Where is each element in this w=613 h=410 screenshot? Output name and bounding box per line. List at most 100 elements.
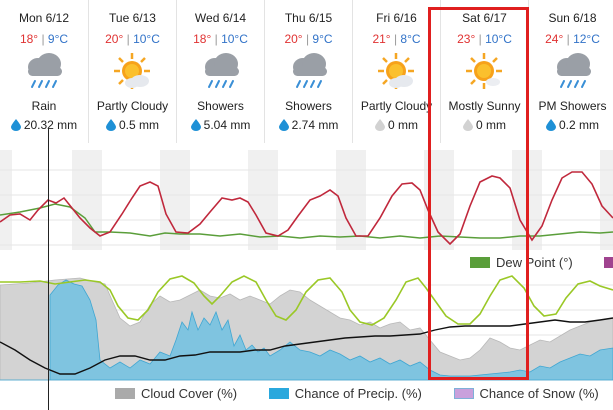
legend-label-dew-point: Dew Point (°) bbox=[496, 255, 573, 270]
day-column[interactable]: Wed 6/14 18° | 10°C Showers 5.04 mm bbox=[176, 0, 264, 143]
legend-label-cloud-cover: Cloud Cover (%) bbox=[141, 386, 238, 401]
precip-value: 0.2 mm bbox=[558, 118, 599, 132]
precip-value: 5.04 mm bbox=[203, 118, 251, 132]
legend-swatch-dew-point bbox=[470, 257, 490, 268]
temp-separator: | bbox=[302, 32, 313, 46]
temp-separator: | bbox=[38, 32, 48, 46]
precip-amount: 0 mm bbox=[441, 118, 528, 132]
mostly-sunny-icon bbox=[462, 50, 508, 92]
day-column[interactable]: Sun 6/18 24° | 12°C PM Showers 0.2 mm bbox=[528, 0, 613, 143]
condition-text: Mostly Sunny bbox=[448, 99, 521, 113]
partly-cloudy-icon bbox=[110, 50, 156, 92]
raindrop-icon bbox=[190, 118, 204, 132]
temp-separator: | bbox=[390, 32, 401, 46]
high-temp: 20° bbox=[105, 32, 124, 46]
legend-item-dew-point[interactable]: Dew Point (°) bbox=[470, 255, 573, 270]
rain-cloud-icon bbox=[286, 50, 332, 92]
daily-forecast-strip: Mon 6/12 18° | 9°C Rain 20.32 mm Tue 6/13 20°… bbox=[0, 0, 613, 143]
rain-cloud-icon bbox=[550, 50, 596, 92]
raindrop-icon bbox=[278, 118, 292, 132]
day-temps: 20° | 9°C bbox=[265, 32, 352, 46]
pressure-line bbox=[0, 317, 613, 375]
precip-value: 2.74 mm bbox=[291, 118, 339, 132]
rain-cloud-icon bbox=[21, 50, 67, 92]
raindrop-icon bbox=[105, 118, 119, 132]
day-temps: 21° | 8°C bbox=[353, 32, 440, 46]
temp-separator: | bbox=[563, 32, 574, 46]
day-name: Sun 6/18 bbox=[548, 11, 597, 25]
legend-swatch-snow-chance bbox=[453, 388, 474, 399]
condition-text: Partly Cloudy bbox=[96, 99, 169, 113]
raindrop-icon bbox=[545, 118, 559, 132]
low-temp: 9°C bbox=[47, 32, 69, 46]
low-temp: 10°C bbox=[221, 32, 248, 46]
day-name: Sat 6/17 bbox=[462, 11, 507, 25]
legend-label-snow-chance: Chance of Snow (%) bbox=[479, 386, 599, 401]
precip-amount: 20.32 mm bbox=[0, 118, 88, 132]
raindrop-icon bbox=[463, 118, 476, 132]
low-temp: 9°C bbox=[312, 32, 333, 46]
day-column[interactable]: Tue 6/13 20° | 10°C Partly Cloudy 0.5 mm bbox=[88, 0, 176, 143]
day-name: Tue 6/13 bbox=[109, 11, 156, 25]
day-name: Mon 6/12 bbox=[18, 11, 70, 25]
humidity-line bbox=[0, 275, 613, 326]
night-bands-top bbox=[0, 150, 613, 250]
day-column[interactable]: Thu 6/15 20° | 9°C Showers 2.74 mm bbox=[264, 0, 352, 143]
legend-item-cloud-cover[interactable]: Cloud Cover (%) bbox=[115, 386, 237, 401]
precip-chance-area bbox=[0, 279, 613, 381]
gridlines-top bbox=[0, 169, 613, 246]
dew-point-line bbox=[0, 203, 613, 239]
high-temp: 24° bbox=[545, 32, 564, 46]
legend-bottom: Cloud Cover (%) Chance of Precip. (%) Ch… bbox=[115, 386, 599, 401]
partly-cloudy-icon bbox=[374, 50, 420, 92]
raindrop-icon bbox=[10, 118, 24, 132]
precip-value: 0 mm bbox=[388, 118, 418, 132]
high-temp: 21° bbox=[372, 32, 391, 46]
precip-amount: 0.2 mm bbox=[529, 118, 613, 132]
temp-separator: | bbox=[211, 32, 222, 46]
time-cursor-line[interactable] bbox=[48, 128, 49, 410]
legend-item-next[interactable] bbox=[604, 255, 613, 270]
condition-text: Showers bbox=[197, 99, 244, 113]
temp-separator: | bbox=[123, 32, 134, 46]
day-column[interactable]: Mon 6/12 18° | 9°C Rain 20.32 mm bbox=[0, 0, 88, 143]
low-temp: 10°C bbox=[133, 32, 160, 46]
condition-text: PM Showers bbox=[538, 99, 607, 113]
high-temp: 18° bbox=[193, 32, 212, 46]
hourly-charts bbox=[0, 150, 613, 381]
low-temp: 12°C bbox=[573, 32, 600, 46]
condition-text: Partly Cloudy bbox=[360, 99, 433, 113]
legend-swatch-cloud-cover bbox=[115, 388, 135, 399]
high-temp: 23° bbox=[457, 32, 476, 46]
day-name: Wed 6/14 bbox=[194, 11, 247, 25]
low-temp: 8°C bbox=[400, 32, 421, 46]
high-temp: 20° bbox=[284, 32, 303, 46]
legend-top: Dew Point (°) bbox=[470, 255, 613, 270]
rain-cloud-icon bbox=[198, 50, 244, 92]
day-temps: 18° | 10°C bbox=[177, 32, 264, 46]
temperature-line bbox=[0, 171, 613, 246]
legend-item-snow-chance[interactable]: Chance of Snow (%) bbox=[453, 386, 599, 401]
precip-amount: 0 mm bbox=[353, 118, 440, 132]
day-column[interactable]: Sat 6/17 23° | 10°C Mostly Sunny 0 mm bbox=[440, 0, 528, 143]
precip-amount: 5.04 mm bbox=[177, 118, 264, 132]
day-temps: 20° | 10°C bbox=[89, 32, 176, 46]
legend-swatch-precip-chance bbox=[268, 388, 289, 399]
high-temp: 18° bbox=[19, 32, 39, 46]
precip-value: 20.32 mm bbox=[23, 118, 78, 132]
day-column[interactable]: Fri 6/16 21° | 8°C Partly Cloudy 0 mm bbox=[352, 0, 440, 143]
low-temp: 10°C bbox=[485, 32, 512, 46]
precip-value: 0 mm bbox=[476, 118, 506, 132]
legend-label-precip-chance: Chance of Precip. (%) bbox=[294, 386, 422, 401]
precip-amount: 0.5 mm bbox=[89, 118, 176, 132]
day-name: Thu 6/15 bbox=[284, 11, 333, 25]
day-temps: 24° | 12°C bbox=[529, 32, 613, 46]
condition-text: Showers bbox=[285, 99, 332, 113]
legend-item-precip-chance[interactable]: Chance of Precip. (%) bbox=[268, 386, 422, 401]
temp-separator: | bbox=[475, 32, 486, 46]
day-name: Fri 6/16 bbox=[376, 11, 417, 25]
day-temps: 23° | 10°C bbox=[441, 32, 528, 46]
legend-swatch-next bbox=[604, 257, 613, 268]
day-temps: 18° | 9°C bbox=[0, 32, 88, 46]
precip-value: 0.5 mm bbox=[118, 118, 159, 132]
